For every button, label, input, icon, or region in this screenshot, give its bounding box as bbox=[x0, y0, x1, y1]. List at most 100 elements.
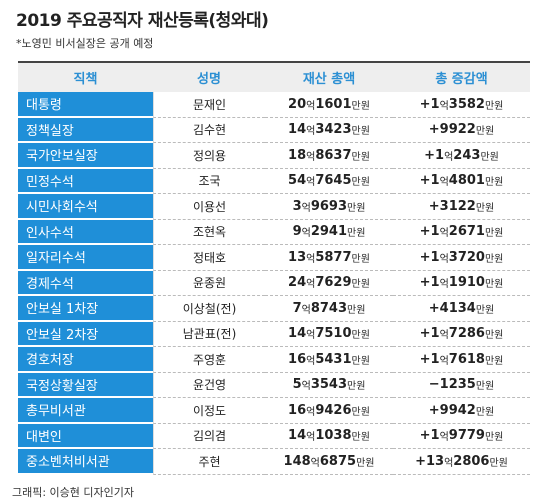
unit: 억 bbox=[306, 406, 316, 418]
table-row: 대통령 문재인 20 억 1601 만원 +1 억 3582 만원 bbox=[18, 92, 530, 118]
position-cell: 총무비서관 bbox=[18, 398, 153, 424]
name-cell: 김의겸 bbox=[153, 423, 265, 449]
unit: 만원 bbox=[475, 406, 495, 418]
unit: 억 bbox=[439, 355, 449, 367]
name-cell: 이정도 bbox=[153, 398, 265, 424]
table-row: 인사수석 조현옥 9 억 2941 만원 +1 억 2671 만원 bbox=[18, 219, 530, 245]
amount: 20 bbox=[288, 96, 307, 112]
change-cell: +1 억 4801 만원 bbox=[393, 169, 530, 194]
amount: 1910 bbox=[448, 275, 485, 291]
position-cell: 대통령 bbox=[18, 92, 153, 118]
unit: 만원 bbox=[356, 457, 375, 469]
amount: 9 bbox=[292, 224, 302, 240]
name-cell: 남관표(전) bbox=[153, 321, 265, 347]
position-cell: 인사수석 bbox=[18, 219, 153, 245]
change-cell: +1 억 9779 만원 bbox=[393, 424, 530, 449]
table-row: 국가안보실장 정의용 18 억 8637 만원 +1 억 243 만원 bbox=[18, 143, 530, 169]
amount: 54 bbox=[288, 173, 307, 189]
amount: 5 bbox=[292, 377, 302, 393]
unit: 억 bbox=[439, 330, 449, 342]
table: 직책 성명 재산 총액 총 증감액 대통령 문재인 20 억 1601 만원 +1 억 3582 만원 정책… bbox=[18, 61, 530, 475]
assets-cell: 16 억 5431 만원 bbox=[265, 347, 393, 373]
unit: 억 bbox=[310, 457, 320, 469]
unit: 만원 bbox=[351, 151, 370, 163]
amount: 16 bbox=[288, 402, 307, 418]
name-cell: 정태호 bbox=[153, 245, 265, 271]
unit: 억 bbox=[301, 381, 311, 393]
amount: 2671 bbox=[448, 224, 485, 240]
position-cell: 국정상황실장 bbox=[18, 372, 153, 398]
unit: 만원 bbox=[484, 177, 504, 189]
name-cell: 주현 bbox=[153, 449, 265, 475]
amount: +1 bbox=[424, 147, 445, 163]
name-cell: 이용선 bbox=[153, 194, 265, 220]
column-header: 직책 bbox=[73, 72, 98, 87]
unit: 만원 bbox=[484, 279, 504, 291]
change-cell: +1 억 7286 만원 bbox=[393, 322, 530, 347]
unit: 억 bbox=[306, 177, 316, 189]
unit: 만원 bbox=[347, 381, 366, 393]
assets-cell: 54 억 7645 만원 bbox=[265, 169, 393, 194]
assets-cell: 14 억 3423 만원 bbox=[265, 118, 393, 143]
amount: +4134 bbox=[428, 300, 476, 316]
unit: 만원 bbox=[484, 355, 504, 367]
assets-cell: 14 억 1038 만원 bbox=[265, 424, 393, 449]
unit: 억 bbox=[306, 253, 316, 265]
unit: 억 bbox=[306, 432, 316, 444]
position-cell: 국가안보실장 bbox=[18, 143, 153, 169]
unit: 억 bbox=[439, 279, 449, 291]
position-cell: 민정수석 bbox=[18, 168, 153, 194]
position-cell: 중소벤처비서관 bbox=[18, 449, 153, 475]
amount: 7510 bbox=[315, 326, 352, 342]
header-row: 직책 성명 재산 총액 총 증감액 bbox=[18, 63, 530, 92]
amount: 2941 bbox=[310, 224, 348, 240]
assets-cell: 20 억 1601 만원 bbox=[265, 92, 393, 118]
unit: 억 bbox=[439, 177, 449, 189]
amount: −1235 bbox=[428, 377, 476, 393]
unit: 억 bbox=[439, 228, 449, 240]
amount: +1 bbox=[419, 428, 440, 444]
unit: 억 bbox=[439, 253, 449, 265]
amount: 7286 bbox=[448, 326, 485, 342]
amount: 2806 bbox=[453, 453, 490, 469]
name-cell: 주영훈 bbox=[153, 347, 265, 373]
assets-cell: 3 억 9693 만원 bbox=[265, 194, 393, 220]
amount: 5431 bbox=[315, 351, 352, 367]
amount: 14 bbox=[288, 428, 307, 444]
unit: 만원 bbox=[484, 253, 504, 265]
position-cell: 시민사회수석 bbox=[18, 194, 153, 220]
amount: 14 bbox=[288, 326, 307, 342]
unit: 만원 bbox=[484, 432, 504, 444]
amount: 9426 bbox=[315, 402, 352, 418]
unit: 억 bbox=[306, 151, 316, 163]
unit: 만원 bbox=[351, 126, 370, 138]
assets-cell: 13 억 5877 만원 bbox=[265, 245, 393, 271]
table-row: 안보실 2차장 남관표(전) 14 억 7510 만원 +1 억 7286 만원 bbox=[18, 321, 530, 347]
name-cell: 정의용 bbox=[153, 143, 265, 169]
unit: 억 bbox=[444, 151, 454, 163]
amount: +1 bbox=[419, 351, 440, 367]
unit: 만원 bbox=[351, 177, 370, 189]
unit: 만원 bbox=[347, 304, 366, 316]
assets-cell: 14 억 7510 만원 bbox=[265, 322, 393, 347]
table-row: 정책실장 김수현 14 억 3423 만원 +9922 만원 bbox=[18, 117, 530, 143]
assets-cell: 24 억 7629 만원 bbox=[265, 271, 393, 296]
table-row: 국정상황실장 윤건영 5 억 3543 만원 −1235 만원 bbox=[18, 372, 530, 398]
amount: 243 bbox=[453, 147, 481, 163]
unit: 만원 bbox=[351, 330, 370, 342]
unit: 만원 bbox=[351, 432, 370, 444]
unit: 만원 bbox=[480, 151, 499, 163]
unit: 만원 bbox=[484, 100, 504, 112]
amount: 24 bbox=[288, 275, 307, 291]
unit: 억 bbox=[444, 457, 454, 469]
unit: 만원 bbox=[475, 202, 495, 214]
unit: 억 bbox=[306, 355, 316, 367]
amount: 9693 bbox=[310, 198, 348, 214]
column-header: 총 증감액 bbox=[435, 72, 488, 87]
unit: 만원 bbox=[475, 126, 495, 138]
change-cell: +1 억 243 만원 bbox=[393, 143, 530, 169]
amount: 1601 bbox=[315, 96, 352, 112]
title: 2019 주요공직자 재산등록(청와대) bbox=[16, 11, 269, 31]
unit: 만원 bbox=[347, 228, 366, 240]
unit: 억 bbox=[301, 202, 311, 214]
